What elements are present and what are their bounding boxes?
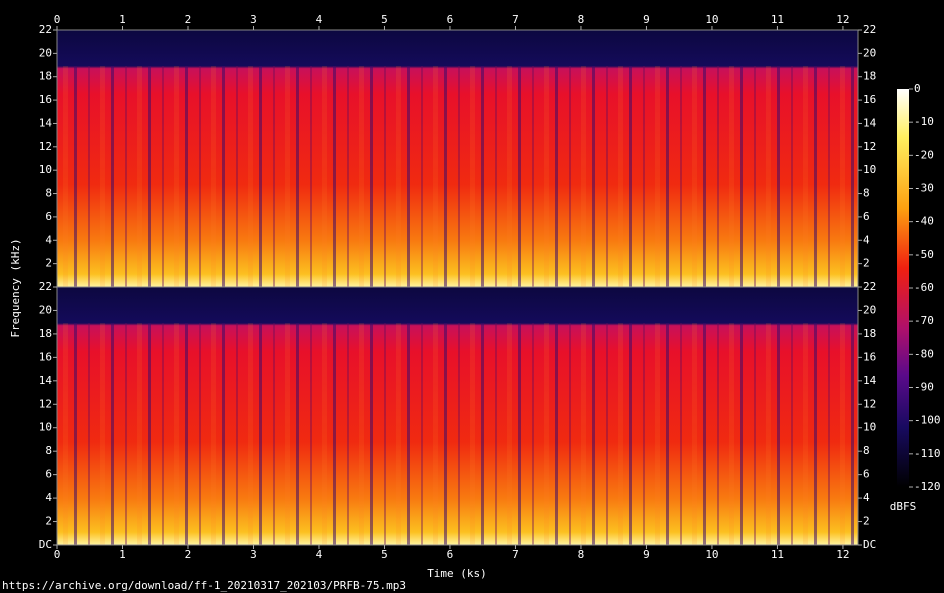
x-tick-label: 2 (185, 548, 192, 561)
y-tick-label: 18 (39, 70, 52, 83)
x-tick-label: 10 (705, 548, 718, 561)
y-tick-label: 6 (45, 468, 52, 481)
x-tick-label: 11 (771, 548, 784, 561)
y-tick-label: 2 (45, 515, 52, 528)
x-axis-label: Time (ks) (427, 567, 487, 580)
source-url: https://archive.org/download/ff-1_202103… (2, 579, 406, 592)
x-tick-label: 2 (185, 13, 192, 26)
y-tick-label: DC (863, 538, 876, 551)
y-tick-label: 18 (863, 70, 876, 83)
x-tick-label: 7 (512, 548, 519, 561)
y-tick-label: 8 (863, 187, 870, 200)
colorbar-tick-label: -10 (914, 115, 934, 128)
x-tick-label: 9 (643, 548, 650, 561)
spectrogram-texture (57, 65, 858, 287)
colorbar-tick-label: 0 (914, 82, 921, 95)
y-tick-label: 10 (863, 163, 876, 176)
y-tick-label: 10 (39, 163, 52, 176)
y-tick-label: 16 (39, 93, 52, 106)
y-tick-label: 2 (863, 515, 870, 528)
y-tick-label: 6 (45, 210, 52, 223)
y-tick-label: 18 (863, 327, 876, 340)
colorbar-tick-label: -110 (914, 447, 941, 460)
x-tick-label: 1 (119, 13, 126, 26)
x-tick-label: 6 (447, 13, 454, 26)
y-tick-label: 22 (863, 280, 876, 293)
x-tick-label: 7 (512, 13, 519, 26)
colorbar-tick-label: -50 (914, 248, 934, 261)
colorbar-tick-label: -100 (914, 414, 941, 427)
y-tick-label: 22 (863, 23, 876, 36)
y-tick-label: 12 (39, 140, 52, 153)
y-tick-label: 20 (39, 303, 52, 316)
y-tick-label: 14 (863, 116, 877, 129)
y-tick-label: 12 (39, 397, 52, 410)
y-tick-label: 16 (39, 350, 52, 363)
y-tick-label: 12 (863, 140, 876, 153)
y-tick-label: 4 (863, 491, 870, 504)
x-tick-label: 9 (643, 13, 650, 26)
y-tick-label: 14 (863, 374, 877, 387)
plot-frame (56, 286, 859, 546)
colorbar-tick-label: -120 (914, 480, 941, 493)
y-tick-label: 4 (863, 233, 870, 246)
y-tick-label: 6 (863, 468, 870, 481)
colorbar-tick-label: -20 (914, 148, 934, 161)
spectrogram-texture (57, 323, 858, 545)
y-tick-label: 8 (45, 187, 52, 200)
y-tick-label: 16 (863, 350, 876, 363)
x-tick-label: 6 (447, 548, 454, 561)
colorbar-tick-label: -30 (914, 182, 934, 195)
y-tick-label: 16 (863, 93, 876, 106)
x-tick-label: 4 (316, 13, 323, 26)
x-tick-label: 8 (578, 13, 585, 26)
y-tick-label: 4 (45, 233, 52, 246)
y-tick-label: 22 (39, 280, 52, 293)
y-tick-label: 20 (863, 46, 876, 59)
x-tick-label: 3 (250, 13, 257, 26)
x-tick-label: 3 (250, 548, 257, 561)
colorbar-tick-label: -70 (914, 314, 934, 327)
y-tick-label: 2 (863, 257, 870, 270)
y-tick-label: 6 (863, 210, 870, 223)
x-tick-label: 10 (705, 13, 718, 26)
x-tick-label: 1 (119, 548, 126, 561)
x-tick-label: 12 (836, 548, 849, 561)
x-tick-label: 8 (578, 548, 585, 561)
y-tick-label: 14 (39, 374, 53, 387)
x-tick-label: 11 (771, 13, 784, 26)
y-tick-label: 8 (863, 444, 870, 457)
y-axis-label: Frequency (kHz) (9, 238, 22, 337)
x-tick-label: 5 (381, 13, 388, 26)
y-tick-label: 20 (863, 303, 876, 316)
x-tick-label: 0 (54, 548, 61, 561)
colorbar-tick-label: -90 (914, 381, 934, 394)
colorbar-tick-label: -60 (914, 281, 934, 294)
y-tick-label: 20 (39, 46, 52, 59)
y-tick-label: 14 (39, 116, 53, 129)
x-tick-label: 5 (381, 548, 388, 561)
y-tick-label: 8 (45, 444, 52, 457)
y-tick-label: 2 (45, 257, 52, 270)
colorbar-label: dBFS (890, 500, 917, 513)
x-tick-label: 12 (836, 13, 849, 26)
x-tick-label: 4 (316, 548, 323, 561)
y-tick-label: 22 (39, 23, 52, 36)
y-tick-label: 18 (39, 327, 52, 340)
y-tick-label: 10 (863, 421, 876, 434)
y-tick-label: DC (39, 538, 52, 551)
y-tick-label: 12 (863, 397, 876, 410)
colorbar-tick-label: -80 (914, 347, 934, 360)
colorbar (897, 89, 909, 487)
y-tick-label: 4 (45, 491, 52, 504)
y-tick-label: 10 (39, 421, 52, 434)
colorbar-tick-label: -40 (914, 215, 934, 228)
x-tick-label: 0 (54, 13, 61, 26)
